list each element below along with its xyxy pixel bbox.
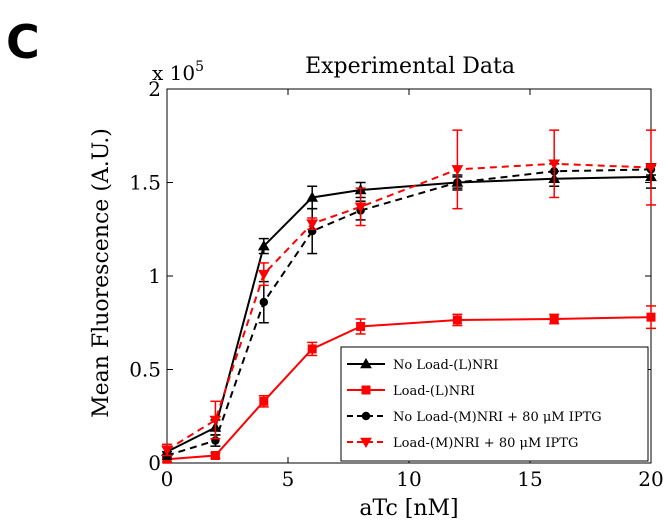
- series-layer: [161, 129, 657, 464]
- x-tick-label: 15: [517, 467, 542, 491]
- series-2: [162, 305, 656, 464]
- series-line: [166, 175, 652, 453]
- triangle-up-marker: [257, 240, 270, 251]
- series-line: [166, 316, 652, 461]
- legend-entry-label: No Load-(M)NRI + 80 μM IPTG: [393, 410, 602, 425]
- triangle-down-marker: [354, 202, 367, 213]
- x-tick-label: 20: [638, 467, 663, 491]
- square-marker: [259, 396, 269, 406]
- panel-label: C: [6, 15, 40, 69]
- triangle-down-marker: [257, 269, 270, 281]
- series-4: [161, 129, 657, 457]
- y-tick-label: 0: [148, 451, 161, 475]
- y-exponent-base: x 10: [152, 61, 195, 85]
- legend-entry-label: Load-(L)NRI: [393, 384, 475, 399]
- triangle-down-marker: [161, 445, 173, 456]
- y-tick-label: 1.5: [129, 171, 161, 195]
- y-tick-label: 0.5: [129, 358, 161, 382]
- y-tick-label: 2: [148, 77, 161, 101]
- axes: 0 5 10 15 20 0 0.5 1 1.5 2: [129, 77, 664, 491]
- triangle-down-marker: [360, 437, 372, 449]
- series-line: [166, 168, 652, 457]
- x-tick-label: 5: [282, 467, 295, 491]
- x-tick-label: 0: [161, 467, 174, 491]
- triangle-down-marker: [306, 219, 319, 230]
- circle-marker: [259, 297, 269, 307]
- square-marker: [549, 314, 559, 324]
- triangle-down-marker: [645, 163, 657, 174]
- legend-box: [340, 346, 649, 462]
- square-marker: [356, 321, 366, 331]
- triangle-up-marker: [360, 357, 372, 369]
- y-axis-label: Mean Fluorescence (A.U.): [89, 128, 114, 418]
- square-marker: [452, 315, 462, 325]
- legend: No Load-(L)NRI Load-(L)NRI No Load-(M)NRI …: [340, 346, 649, 462]
- square-marker: [307, 344, 317, 354]
- legend-entry-label: No Load-(L)NRI: [393, 358, 498, 373]
- triangle-up-marker: [306, 191, 319, 202]
- x-axis-label: aTc [nM]: [359, 496, 458, 521]
- square-marker: [210, 451, 220, 461]
- triangle-down-marker: [451, 165, 464, 176]
- legend-entry-label: Load-(M)NRI + 80 μM IPTG: [393, 436, 578, 451]
- circle-marker: [361, 411, 371, 421]
- square-marker: [646, 312, 656, 322]
- triangle-down-marker: [548, 159, 561, 170]
- square-marker: [361, 385, 371, 395]
- x-tick-label: 10: [396, 467, 421, 491]
- chart-title: Experimental Data: [305, 54, 515, 79]
- y-exponent-power: 5: [195, 59, 204, 75]
- series-line: [166, 162, 652, 451]
- y-exponent-label: x 105: [152, 59, 204, 85]
- y-tick-label: 1: [148, 264, 161, 288]
- triangle-down-marker: [209, 415, 222, 426]
